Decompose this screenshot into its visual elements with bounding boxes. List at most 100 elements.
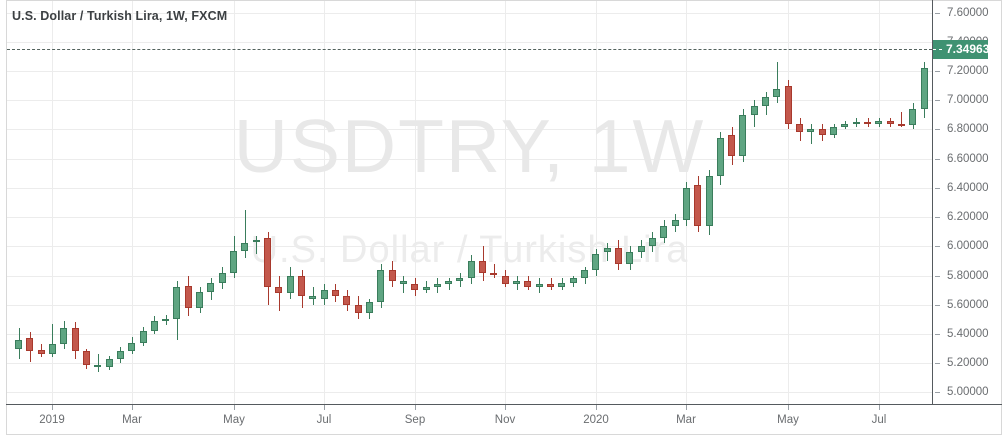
candle-wick	[856, 117, 857, 127]
chart-title: U.S. Dollar / Turkish Lira, 1W, FXCM	[12, 9, 228, 23]
candle-body	[773, 88, 780, 98]
gridline-horizontal	[7, 100, 932, 101]
gridline-vertical	[132, 1, 133, 404]
candle-body	[140, 330, 147, 343]
time-axis-tick	[324, 405, 325, 410]
gridline-horizontal	[7, 217, 932, 218]
time-axis-tick	[788, 405, 789, 410]
candle-body	[355, 304, 362, 314]
candle-body	[468, 260, 475, 279]
candle-body	[151, 320, 158, 331]
price-axis-tick	[935, 363, 940, 364]
candle-body	[728, 135, 735, 156]
candle-body	[864, 122, 871, 125]
gridline-vertical	[505, 1, 506, 404]
candle-body	[638, 246, 645, 253]
price-axis-tick	[935, 188, 940, 189]
candle-body	[106, 358, 113, 368]
price-axis-tick	[935, 334, 940, 335]
frame-border-top	[6, 0, 1002, 1]
frame-border-right	[1001, 0, 1002, 435]
candle-body	[853, 122, 860, 125]
watermark-symbol: USDTRY, 1W	[233, 104, 706, 188]
candle-body	[479, 260, 486, 273]
price-axis[interactable]: 7.600007.400007.200007.000006.800006.600…	[933, 0, 1001, 404]
candle-body	[423, 287, 430, 291]
price-axis-tick	[935, 71, 940, 72]
candle-body	[887, 120, 894, 124]
time-axis-tick	[132, 405, 133, 410]
candle-body	[456, 278, 463, 282]
gridline-horizontal	[7, 392, 932, 393]
candle-wick	[426, 281, 427, 294]
candle-body	[694, 184, 701, 226]
candle-wick	[52, 323, 53, 358]
candle-body	[660, 225, 667, 238]
chart-plot-area[interactable]: USDTRY, 1W U.S. Dollar / Turkish Lira	[7, 1, 932, 404]
candle-body	[287, 275, 294, 294]
price-axis-label: 5.40000	[947, 327, 989, 340]
candle-body	[400, 281, 407, 285]
candle-body	[38, 349, 45, 355]
time-axis-label: Sep	[404, 414, 426, 426]
gridline-horizontal	[7, 305, 932, 306]
candle-wick	[607, 243, 608, 261]
candle-body	[49, 344, 56, 355]
candle-body	[241, 243, 248, 251]
candle-body	[807, 129, 814, 133]
candle-body	[219, 272, 226, 283]
price-axis-tick	[935, 13, 940, 14]
price-axis-label: 6.20000	[947, 211, 989, 224]
candle-wick	[811, 123, 812, 145]
candle-wick	[777, 62, 778, 104]
price-axis-tick	[935, 100, 940, 101]
candle-body	[581, 269, 588, 279]
gridline-vertical	[324, 1, 325, 404]
time-axis-tick	[686, 405, 687, 410]
candle-body	[332, 290, 339, 296]
candle-body	[717, 138, 724, 177]
gridline-horizontal	[7, 159, 932, 160]
gridline-horizontal	[7, 334, 932, 335]
candle-body	[547, 284, 554, 288]
time-axis-label: Jul	[316, 414, 332, 426]
candle-wick	[551, 278, 552, 291]
time-axis-tick	[596, 405, 597, 410]
candle-body	[343, 295, 350, 305]
candle-wick	[901, 111, 902, 127]
gridline-vertical	[415, 1, 416, 404]
candle-body	[275, 287, 282, 294]
candle-body	[196, 291, 203, 308]
candle-body	[785, 85, 792, 124]
candle-body	[15, 339, 22, 349]
candle-body	[524, 281, 531, 288]
price-axis-tick	[935, 392, 940, 393]
price-axis-tick	[935, 276, 940, 277]
time-axis-label: 2019	[39, 414, 65, 426]
price-axis-label: 5.00000	[947, 386, 989, 399]
candle-body	[604, 247, 611, 253]
time-axis-tick	[52, 405, 53, 410]
candle-body	[264, 237, 271, 288]
candle-body	[592, 253, 599, 270]
price-axis-label: 5.20000	[947, 357, 989, 370]
price-axis-label: 5.80000	[947, 269, 989, 282]
candle-body	[72, 328, 79, 352]
last-price-badge[interactable]: 7.34963	[933, 40, 989, 59]
price-axis-tick	[935, 217, 940, 218]
price-axis-label: 6.00000	[947, 240, 989, 253]
time-axis[interactable]: 2019 Mar May Jul Sep Nov 2020 Mar May Jul	[7, 405, 932, 434]
candle-body	[321, 290, 328, 299]
candle-body	[762, 97, 769, 107]
candle-body	[298, 275, 305, 296]
candle-wick	[256, 236, 257, 254]
candle-body	[26, 338, 33, 352]
candle-body	[898, 123, 905, 126]
candle-body	[389, 269, 396, 282]
candle-body	[490, 272, 497, 276]
candle-body	[875, 120, 882, 124]
last-price-badge-tick	[933, 49, 942, 50]
gridline-vertical	[788, 1, 789, 404]
candle-body	[445, 281, 452, 285]
